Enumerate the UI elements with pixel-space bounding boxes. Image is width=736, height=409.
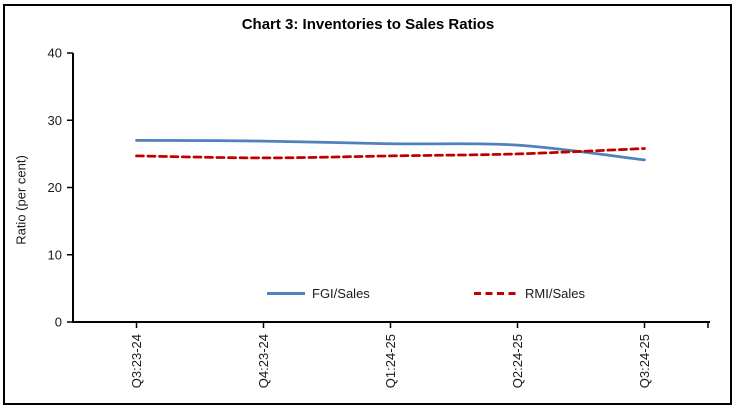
chart-title: Chart 3: Inventories to Sales Ratios [241,16,495,33]
legend-label-rmi: RMI/Sales [525,286,585,301]
y-tick-label: 20 [48,180,62,195]
x-tick-label: Q3:23-24 [129,334,144,388]
series-line-fgi-sales [135,139,646,162]
y-tick-label: 30 [48,113,62,128]
y-tick-label: 0 [55,315,62,330]
y-tick-label: 10 [48,247,62,262]
x-tick-label: Q2:24-25 [510,334,525,388]
series-line-rmi-sales [135,147,646,160]
y-axis-title: Ratio (per cent) [13,155,29,245]
x-tick-label: Q4:23-24 [256,334,271,388]
legend-item-rmi: RMI/Sales [474,287,585,300]
x-tick-label: Q1:24-25 [383,334,398,388]
rmi-line-swatch [474,292,518,295]
y-tick-label: 40 [48,46,62,61]
fgi-line-swatch [267,292,305,295]
legend-label-fgi: FGI/Sales [312,286,370,301]
x-tick-label: Q3:24-25 [637,334,652,388]
legend-item-fgi: FGI/Sales [267,287,370,300]
